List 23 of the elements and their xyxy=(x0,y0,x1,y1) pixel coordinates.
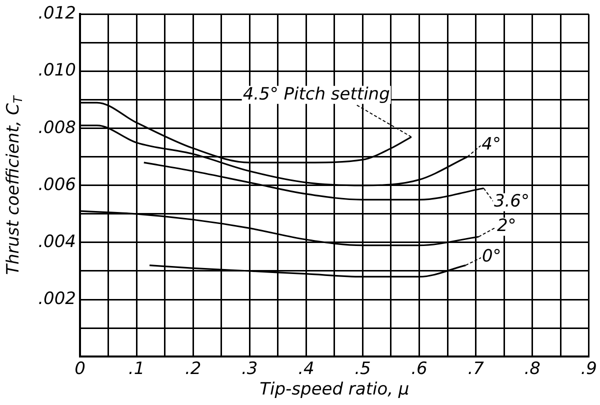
x-tick-label: .2 xyxy=(184,359,202,380)
x-axis-title: Tip-speed ratio, μ xyxy=(260,379,410,400)
x-tick-label: .6 xyxy=(411,359,428,380)
x-tick-label: .4 xyxy=(298,359,314,380)
y-axis-title: Thrust coefficient, CT xyxy=(3,94,26,275)
x-tick-label: .9 xyxy=(580,359,598,380)
y-tick-label: .012 xyxy=(38,4,76,24)
annotation: 4.5° Pitch setting xyxy=(242,84,390,104)
x-tick-label: .3 xyxy=(242,359,258,380)
annotation: 0° xyxy=(482,246,502,267)
annotation: 4° xyxy=(482,134,501,154)
x-tick-label: .1 xyxy=(128,359,145,380)
annotation: 2° xyxy=(496,216,516,236)
x-tick-label: .5 xyxy=(354,359,371,380)
y-tick-label: .008 xyxy=(38,118,76,138)
y-tick-label: .006 xyxy=(38,174,76,195)
y-tick-label: .004 xyxy=(38,232,76,252)
y-tick-label: .002 xyxy=(38,288,76,309)
y-tick-label: .010 xyxy=(38,60,76,81)
annotation: 3.6° xyxy=(494,192,530,212)
x-tick-label: 0 xyxy=(74,359,86,380)
x-tick-label: .8 xyxy=(524,359,541,380)
x-tick-label: .7 xyxy=(468,359,484,380)
